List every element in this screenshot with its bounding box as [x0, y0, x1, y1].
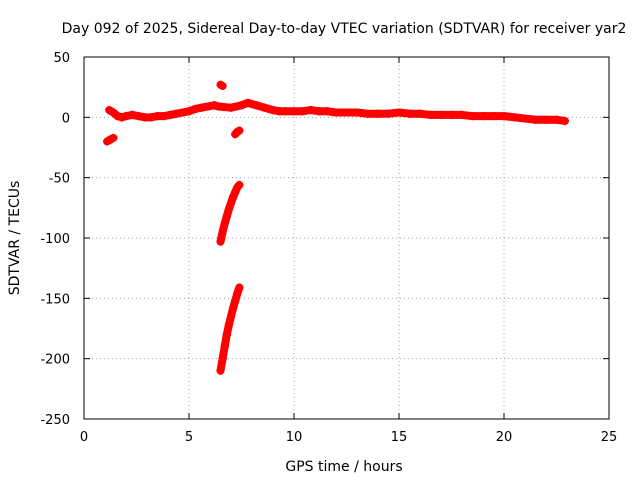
y-tick-label: 0 [62, 111, 70, 126]
x-tick-label: 5 [185, 430, 193, 445]
series-descending-arc-2 [216, 283, 244, 375]
axis-ticks: 0 5 10 15 20 25 -250 -200 -150 -100 -50 0 50 [40, 51, 617, 445]
series-early-outlier [103, 133, 118, 146]
data-band-segment [233, 126, 244, 136]
x-tick-label: 0 [80, 430, 88, 445]
data-band-segment [552, 115, 569, 125]
y-tick-label: -250 [40, 413, 70, 428]
y-tick-label: -100 [40, 232, 70, 247]
data-points [103, 80, 569, 375]
y-axis-label: SDTVAR / TECUs [7, 181, 23, 296]
y-tick-label: -200 [40, 353, 70, 368]
data-band-segment [233, 283, 244, 298]
data-band-segment [216, 80, 227, 90]
x-tick-label: 20 [496, 430, 513, 445]
data-band-segment [107, 133, 118, 144]
series-descending-arc-1 [216, 180, 244, 246]
x-axis-label: GPS time / hours [285, 459, 402, 475]
chart-title: Day 092 of 2025, Sidereal Day-to-day VTE… [62, 21, 627, 37]
data-band-segment [233, 180, 244, 192]
series-main-trace [105, 98, 569, 125]
y-tick-label: -50 [49, 172, 70, 187]
x-tick-label: 25 [601, 430, 618, 445]
x-tick-label: 10 [286, 430, 303, 445]
series-upper-outlier [216, 80, 227, 90]
y-tick-label: -150 [40, 292, 70, 307]
series-mid-outlier [231, 126, 244, 139]
x-tick-label: 15 [391, 430, 408, 445]
y-tick-label: 50 [53, 51, 70, 66]
